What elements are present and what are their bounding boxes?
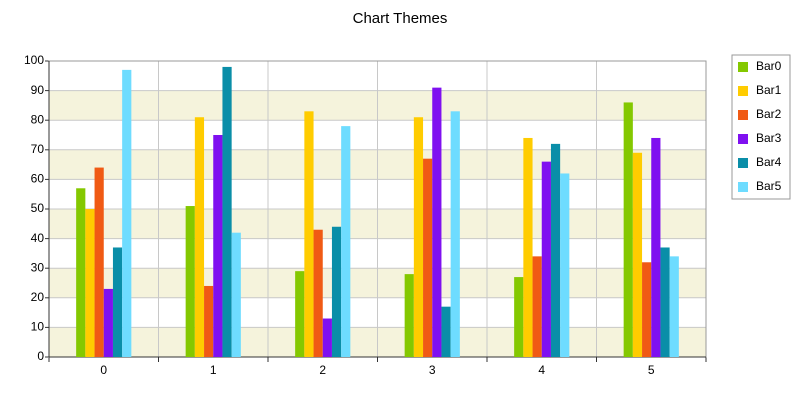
bar	[231, 232, 241, 357]
bar	[404, 274, 414, 357]
bar	[642, 262, 652, 357]
y-tick-label: 70	[31, 142, 45, 156]
legend-swatch	[738, 110, 748, 120]
bar	[322, 318, 332, 357]
y-tick-label: 60	[31, 172, 45, 186]
bar	[651, 137, 661, 357]
bar	[331, 226, 342, 357]
y-tick-label: 80	[31, 112, 45, 126]
legend-swatch	[738, 134, 748, 144]
chart-title: Chart Themes	[353, 10, 448, 27]
y-tick-label: 50	[31, 201, 45, 215]
bar	[632, 152, 643, 357]
legend-box	[731, 54, 791, 200]
bar	[94, 167, 104, 357]
bar	[623, 102, 633, 357]
bar	[413, 117, 424, 358]
bar	[341, 126, 351, 358]
bar	[112, 247, 123, 357]
y-tick-label: 20	[31, 290, 45, 304]
bar	[541, 161, 551, 357]
x-tick-label: 4	[538, 363, 545, 377]
legend-label: Bar4	[756, 155, 782, 169]
legend-swatch	[738, 158, 748, 168]
bar	[122, 69, 132, 357]
bar	[669, 256, 679, 357]
bar	[185, 206, 195, 357]
bar	[532, 256, 542, 357]
legend-label: Bar3	[756, 131, 782, 145]
y-tick-label: 10	[31, 320, 45, 334]
legend-swatch	[738, 86, 748, 96]
bar	[295, 271, 305, 357]
bar	[304, 111, 314, 357]
bar	[313, 229, 323, 357]
bar	[213, 135, 223, 357]
legend-swatch	[738, 62, 748, 72]
bar	[523, 137, 533, 357]
bar	[103, 288, 113, 357]
bar	[423, 158, 433, 357]
x-tick-label: 2	[319, 363, 326, 377]
y-tick-label: 0	[37, 349, 44, 363]
bar	[660, 247, 670, 357]
legend-label: Bar1	[756, 83, 782, 97]
legend-swatch	[738, 182, 748, 192]
bar	[514, 277, 524, 357]
y-tick-label: 30	[31, 260, 45, 274]
legend-label: Bar0	[756, 59, 782, 73]
x-tick-label: 1	[210, 363, 217, 377]
bar	[204, 285, 214, 357]
x-tick-label: 0	[100, 363, 107, 377]
x-tick-label: 3	[429, 363, 436, 377]
legend-label: Bar2	[756, 107, 782, 121]
bar	[450, 111, 460, 357]
bar	[76, 188, 86, 357]
bar	[550, 143, 561, 357]
x-tick-label: 5	[648, 363, 655, 377]
bar	[85, 209, 95, 357]
legend-label: Bar5	[756, 179, 782, 193]
y-tick-label: 40	[31, 231, 45, 245]
y-tick-label: 100	[24, 53, 44, 67]
bar	[560, 173, 570, 357]
bar	[222, 66, 232, 358]
bar	[441, 306, 451, 357]
bar	[194, 117, 205, 358]
bar	[432, 87, 442, 357]
y-tick-label: 90	[31, 83, 45, 97]
